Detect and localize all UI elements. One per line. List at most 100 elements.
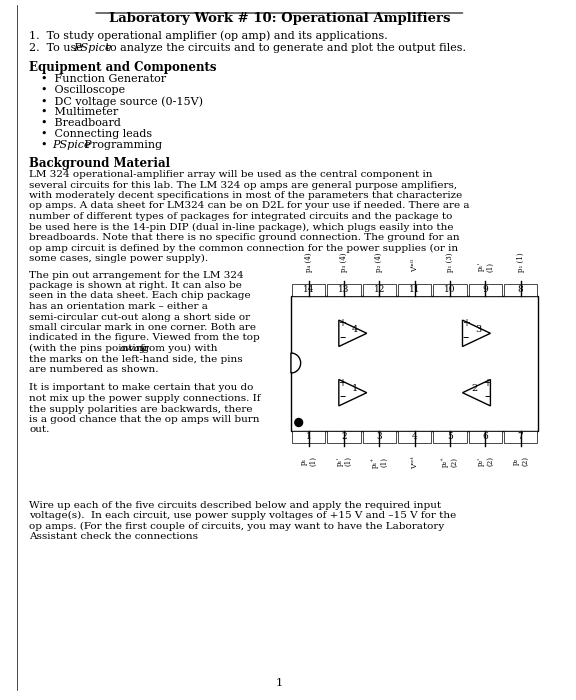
- Polygon shape: [463, 320, 490, 346]
- Bar: [363, 430, 396, 442]
- Text: number of different types of packages for integrated circuits and the package to: number of different types of packages fo…: [29, 212, 453, 221]
- Bar: [398, 284, 431, 295]
- Text: 2: 2: [341, 432, 347, 441]
- Text: p₁ (3): p₁ (3): [446, 252, 454, 272]
- Text: •  Connecting leads: • Connecting leads: [41, 129, 152, 139]
- Text: op amp circuit is defined by the common connection for the power supplies (or in: op amp circuit is defined by the common …: [29, 244, 458, 253]
- Bar: [433, 284, 467, 295]
- Text: Equipment and Components: Equipment and Components: [29, 61, 217, 74]
- Text: 11: 11: [409, 285, 420, 294]
- Text: 4: 4: [412, 432, 418, 441]
- Text: It is important to make certain that you do: It is important to make certain that you…: [29, 384, 253, 393]
- Text: seen in the data sheet. Each chip package: seen in the data sheet. Each chip packag…: [29, 291, 251, 300]
- Text: 1: 1: [276, 678, 283, 688]
- Text: p₁'
(1): p₁' (1): [477, 262, 494, 272]
- Text: op amps. A data sheet for LM324 can be on D2L for your use if needed. There are : op amps. A data sheet for LM324 can be o…: [29, 202, 469, 211]
- Text: 3: 3: [475, 325, 482, 334]
- Text: 1.  To study operational amplifier (op amp) and its applications.: 1. To study operational amplifier (op am…: [29, 30, 388, 41]
- Wedge shape: [291, 353, 301, 373]
- Text: 2.  To use: 2. To use: [29, 43, 86, 53]
- Text: •: •: [41, 140, 54, 150]
- Text: Vᴵⁿᴳ: Vᴵⁿᴳ: [411, 258, 419, 272]
- Text: the marks on the left-hand side, the pins: the marks on the left-hand side, the pin…: [29, 354, 242, 363]
- Text: package is shown at right. It can also be: package is shown at right. It can also b…: [29, 281, 242, 290]
- Text: 8: 8: [518, 285, 524, 294]
- Text: the supply polarities are backwards, there: the supply polarities are backwards, the…: [29, 405, 253, 414]
- Text: out.: out.: [29, 426, 50, 435]
- Text: p₁ (1): p₁ (1): [517, 252, 525, 272]
- Text: LM 324 operational-amplifier array will be used as the central component in: LM 324 operational-amplifier array will …: [29, 170, 433, 179]
- Text: 1: 1: [306, 432, 312, 441]
- Text: several circuits for this lab. The LM 324 op amps are general purpose amplifiers: several circuits for this lab. The LM 32…: [29, 181, 457, 190]
- Bar: [433, 430, 467, 442]
- Text: •  DC voltage source (0-15V): • DC voltage source (0-15V): [41, 96, 203, 106]
- Text: +: +: [338, 378, 346, 388]
- Bar: [291, 295, 539, 430]
- Text: •  Function Generator: • Function Generator: [41, 74, 166, 84]
- Text: p₂
(2): p₂ (2): [512, 456, 529, 466]
- Text: 12: 12: [374, 285, 385, 294]
- Text: 13: 13: [338, 285, 350, 294]
- Text: 5: 5: [447, 432, 453, 441]
- Text: semi-circular cut-out along a short side or: semi-circular cut-out along a short side…: [29, 312, 250, 321]
- Text: from you) with: from you) with: [137, 344, 218, 353]
- Text: Vⁿᵉᵗ: Vⁿᵉᵗ: [411, 456, 419, 469]
- Text: •  Breadboard: • Breadboard: [41, 118, 120, 128]
- Bar: [327, 284, 361, 295]
- Text: 9: 9: [483, 285, 488, 294]
- Text: Programming: Programming: [81, 140, 162, 150]
- Text: has an orientation mark – either a: has an orientation mark – either a: [29, 302, 208, 311]
- Text: PSpice: PSpice: [52, 140, 91, 150]
- Polygon shape: [339, 379, 367, 406]
- Bar: [327, 430, 361, 442]
- Bar: [504, 284, 537, 295]
- Text: 14: 14: [303, 285, 314, 294]
- Text: –: –: [339, 331, 345, 344]
- Text: p₁
(1): p₁ (1): [300, 456, 317, 466]
- Text: p₂ (4): p₂ (4): [376, 252, 383, 272]
- Bar: [398, 430, 431, 442]
- Text: indicated in the figure. Viewed from the top: indicated in the figure. Viewed from the…: [29, 333, 260, 342]
- Text: (with the pins pointing: (with the pins pointing: [29, 344, 153, 353]
- Bar: [504, 430, 537, 442]
- Circle shape: [295, 419, 302, 426]
- Bar: [292, 284, 325, 295]
- Text: Assistant check the connections: Assistant check the connections: [29, 532, 198, 541]
- Text: Laboratory Work # 10: Operational Amplifiers: Laboratory Work # 10: Operational Amplif…: [108, 12, 450, 25]
- Text: some cases, single power supply).: some cases, single power supply).: [29, 254, 208, 263]
- Text: p₂⁺
(2): p₂⁺ (2): [441, 456, 458, 468]
- Text: 2: 2: [471, 384, 478, 393]
- Text: p₁'
(1): p₁' (1): [335, 456, 353, 466]
- Text: PSpice: PSpice: [73, 43, 111, 53]
- Polygon shape: [339, 320, 367, 346]
- Bar: [469, 284, 502, 295]
- Text: small circular mark in one corner. Both are: small circular mark in one corner. Both …: [29, 323, 256, 332]
- Text: p₁⁺
(1): p₁⁺ (1): [371, 456, 388, 468]
- Text: 10: 10: [444, 285, 456, 294]
- Bar: [363, 284, 396, 295]
- Text: be used here is the 14-pin DIP (dual in-line package), which plugs easily into t: be used here is the 14-pin DIP (dual in-…: [29, 223, 453, 232]
- Bar: [469, 430, 502, 442]
- Polygon shape: [463, 379, 490, 406]
- Text: +: +: [338, 318, 346, 328]
- Text: p₂'
(2): p₂' (2): [477, 456, 494, 466]
- Text: –: –: [484, 390, 490, 403]
- Text: are numbered as shown.: are numbered as shown.: [29, 365, 158, 374]
- Text: away: away: [120, 344, 147, 353]
- Text: p₄ (4): p₄ (4): [305, 252, 313, 272]
- Text: –: –: [463, 331, 469, 344]
- Text: not mix up the power supply connections. If: not mix up the power supply connections.…: [29, 394, 260, 403]
- Text: op amps. (For the first couple of circuits, you may want to have the Laboratory: op amps. (For the first couple of circui…: [29, 522, 444, 531]
- Text: p₃ (4): p₃ (4): [340, 252, 348, 272]
- Text: with moderately decent specifications in most of the parameters that characteriz: with moderately decent specifications in…: [29, 191, 463, 200]
- Text: Wire up each of the five circuits described below and apply the required input: Wire up each of the five circuits descri…: [29, 500, 441, 510]
- Text: 4: 4: [351, 325, 358, 334]
- Text: •  Multimeter: • Multimeter: [41, 107, 118, 117]
- Text: –: –: [339, 390, 345, 403]
- Bar: [292, 430, 325, 442]
- Text: Background Material: Background Material: [29, 157, 170, 170]
- Text: to analyze the circuits and to generate and plot the output files.: to analyze the circuits and to generate …: [102, 43, 466, 53]
- Text: •  Oscilloscope: • Oscilloscope: [41, 85, 125, 95]
- Text: voltage(s).  In each circuit, use power supply voltages of +15 V and –15 V for t: voltage(s). In each circuit, use power s…: [29, 511, 456, 520]
- Text: +: +: [483, 378, 491, 388]
